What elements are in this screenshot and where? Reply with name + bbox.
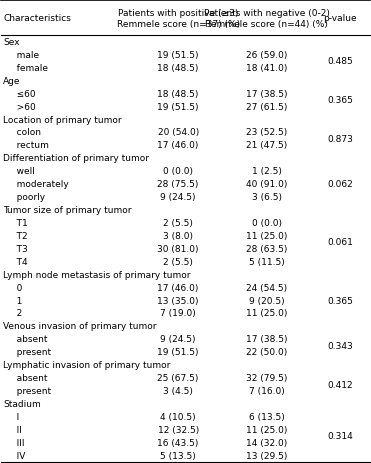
Text: p-value: p-value [324, 14, 357, 23]
Text: 17 (38.5): 17 (38.5) [246, 89, 287, 99]
Text: 3 (4.5): 3 (4.5) [163, 386, 193, 395]
Text: T3: T3 [8, 244, 28, 253]
Text: 3 (8.0): 3 (8.0) [163, 232, 193, 240]
Text: 7 (19.0): 7 (19.0) [160, 309, 196, 318]
Text: Differentiation of primary tumor: Differentiation of primary tumor [3, 154, 149, 163]
Text: 17 (46.0): 17 (46.0) [157, 283, 199, 292]
Text: 1: 1 [8, 296, 22, 305]
Text: T2: T2 [8, 232, 28, 240]
Text: T4: T4 [8, 257, 28, 266]
Text: 16 (43.5): 16 (43.5) [157, 438, 199, 447]
Text: 9 (24.5): 9 (24.5) [160, 335, 196, 344]
Text: 19 (51.5): 19 (51.5) [157, 347, 199, 357]
Text: 5 (13.5): 5 (13.5) [160, 450, 196, 460]
Text: Sex: Sex [3, 38, 20, 47]
Text: 0.365: 0.365 [327, 296, 353, 305]
Text: 4 (10.5): 4 (10.5) [160, 412, 196, 421]
Text: 30 (81.0): 30 (81.0) [157, 244, 199, 253]
Text: Age: Age [3, 76, 21, 86]
Text: 40 (91.0): 40 (91.0) [246, 180, 287, 189]
Text: 0.314: 0.314 [327, 432, 353, 440]
Text: IV: IV [8, 450, 25, 460]
Text: 11 (25.0): 11 (25.0) [246, 425, 287, 434]
Text: I: I [8, 412, 19, 421]
Text: 32 (79.5): 32 (79.5) [246, 373, 287, 382]
Text: 26 (59.0): 26 (59.0) [246, 51, 287, 60]
Text: rectum: rectum [8, 141, 49, 150]
Text: well: well [8, 167, 35, 176]
Text: III: III [8, 438, 24, 447]
Text: T1: T1 [8, 219, 28, 227]
Text: 9 (24.5): 9 (24.5) [160, 193, 196, 202]
Text: 17 (38.5): 17 (38.5) [246, 335, 287, 344]
Text: Characteristics: Characteristics [3, 14, 71, 23]
Text: >60: >60 [8, 102, 36, 111]
Text: female: female [8, 64, 48, 73]
Text: 1 (2.5): 1 (2.5) [252, 167, 282, 176]
Text: 18 (48.5): 18 (48.5) [157, 64, 199, 73]
Text: 5 (11.5): 5 (11.5) [249, 257, 285, 266]
Text: 6 (13.5): 6 (13.5) [249, 412, 285, 421]
Text: 0.062: 0.062 [327, 180, 353, 189]
Text: 11 (25.0): 11 (25.0) [246, 232, 287, 240]
Text: 28 (63.5): 28 (63.5) [246, 244, 287, 253]
Text: 27 (61.5): 27 (61.5) [246, 102, 287, 111]
Text: colon: colon [8, 128, 41, 137]
Text: 0.365: 0.365 [327, 96, 353, 105]
Text: Patients with negative (0-2)
Remmele score (n=44) (%): Patients with negative (0-2) Remmele sco… [204, 9, 329, 29]
Text: absent: absent [8, 335, 47, 344]
Text: 24 (54.5): 24 (54.5) [246, 283, 287, 292]
Text: 0: 0 [8, 283, 22, 292]
Text: 0.873: 0.873 [327, 135, 353, 144]
Text: Patients with positive (≥3)
Remmele score (n=37) (%): Patients with positive (≥3) Remmele scor… [116, 9, 240, 29]
Text: present: present [8, 386, 51, 395]
Text: II: II [8, 425, 22, 434]
Text: 19 (51.5): 19 (51.5) [157, 102, 199, 111]
Text: Lymphatic invasion of primary tumor: Lymphatic invasion of primary tumor [3, 360, 171, 369]
Text: 21 (47.5): 21 (47.5) [246, 141, 287, 150]
Text: 3 (6.5): 3 (6.5) [252, 193, 282, 202]
Text: 13 (29.5): 13 (29.5) [246, 450, 287, 460]
Text: Stadium: Stadium [3, 399, 41, 408]
Text: 23 (52.5): 23 (52.5) [246, 128, 287, 137]
Text: 0.343: 0.343 [327, 341, 353, 350]
Text: 13 (35.0): 13 (35.0) [157, 296, 199, 305]
Text: 14 (32.0): 14 (32.0) [246, 438, 287, 447]
Text: ≤60: ≤60 [8, 89, 36, 99]
Text: Lymph node metastasis of primary tumor: Lymph node metastasis of primary tumor [3, 270, 191, 279]
Text: 0 (0.0): 0 (0.0) [163, 167, 193, 176]
Text: absent: absent [8, 373, 47, 382]
Text: 0.485: 0.485 [327, 57, 353, 66]
Text: 9 (20.5): 9 (20.5) [249, 296, 284, 305]
Text: Location of primary tumor: Location of primary tumor [3, 115, 122, 124]
Text: 28 (75.5): 28 (75.5) [157, 180, 199, 189]
Text: Venous invasion of primary tumor: Venous invasion of primary tumor [3, 322, 157, 331]
Text: 19 (51.5): 19 (51.5) [157, 51, 199, 60]
Text: 17 (46.0): 17 (46.0) [157, 141, 199, 150]
Text: poorly: poorly [8, 193, 45, 202]
Text: 7 (16.0): 7 (16.0) [249, 386, 285, 395]
Text: 2 (5.5): 2 (5.5) [163, 257, 193, 266]
Text: present: present [8, 347, 51, 357]
Text: moderately: moderately [8, 180, 69, 189]
Text: 18 (41.0): 18 (41.0) [246, 64, 287, 73]
Text: 0 (0.0): 0 (0.0) [252, 219, 282, 227]
Text: 2: 2 [8, 309, 22, 318]
Text: 2 (5.5): 2 (5.5) [163, 219, 193, 227]
Text: 20 (54.0): 20 (54.0) [158, 128, 199, 137]
Text: 22 (50.0): 22 (50.0) [246, 347, 287, 357]
Text: 18 (48.5): 18 (48.5) [157, 89, 199, 99]
Text: male: male [8, 51, 39, 60]
Text: 25 (67.5): 25 (67.5) [157, 373, 199, 382]
Text: 12 (32.5): 12 (32.5) [158, 425, 199, 434]
Text: Tumor size of primary tumor: Tumor size of primary tumor [3, 206, 132, 214]
Text: 11 (25.0): 11 (25.0) [246, 309, 287, 318]
Text: 0.061: 0.061 [327, 238, 353, 247]
Text: 0.412: 0.412 [327, 380, 353, 389]
